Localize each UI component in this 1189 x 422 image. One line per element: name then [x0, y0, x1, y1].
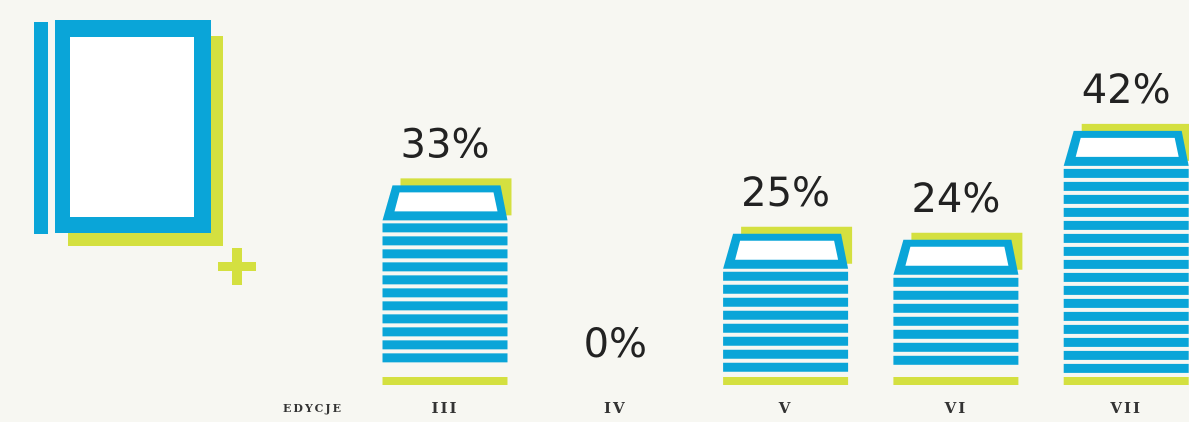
book — [382, 275, 508, 285]
book — [1063, 363, 1189, 373]
book — [723, 349, 849, 359]
book — [382, 353, 508, 363]
book — [1063, 233, 1189, 243]
book — [893, 355, 1019, 365]
book — [723, 362, 849, 372]
book-stack — [723, 226, 853, 385]
book — [382, 301, 508, 311]
book — [723, 271, 849, 281]
book — [723, 323, 849, 333]
x-tick-label: V — [778, 399, 793, 417]
book — [382, 288, 508, 298]
stack-base — [382, 377, 508, 385]
book — [382, 340, 508, 350]
book — [893, 316, 1019, 326]
icon-spine — [34, 22, 48, 234]
stack-base — [1063, 377, 1189, 385]
book — [382, 262, 508, 272]
book — [1063, 207, 1189, 217]
book — [723, 297, 849, 307]
value-label: 33% — [401, 121, 490, 167]
book — [1063, 246, 1189, 256]
cover-page — [905, 246, 1009, 266]
book — [1063, 337, 1189, 347]
cover-page — [1075, 137, 1179, 157]
x-tick-label: III — [431, 399, 458, 417]
book — [1063, 181, 1189, 191]
book — [723, 284, 849, 294]
book-stack — [382, 178, 512, 385]
cover-page — [735, 240, 839, 260]
book — [1063, 311, 1189, 321]
cover-page — [394, 192, 498, 212]
book-icon — [34, 20, 256, 285]
x-axis-label: EDYCJE — [283, 402, 343, 415]
book — [1063, 350, 1189, 360]
book — [382, 327, 508, 337]
book — [893, 342, 1019, 352]
book-stack — [1063, 123, 1189, 385]
value-label: 0% — [584, 321, 647, 367]
book — [893, 277, 1019, 287]
book — [1063, 272, 1189, 282]
book — [893, 329, 1019, 339]
book — [1063, 298, 1189, 308]
book — [1063, 194, 1189, 204]
value-label: 42% — [1082, 67, 1171, 113]
book — [893, 290, 1019, 300]
book — [1063, 285, 1189, 295]
book — [723, 310, 849, 320]
icon-page — [70, 37, 194, 217]
book — [723, 336, 849, 346]
plus-v — [232, 248, 242, 285]
book-stack — [893, 232, 1023, 385]
stack-base — [893, 377, 1019, 385]
value-label: 24% — [911, 176, 1000, 222]
book — [1063, 324, 1189, 334]
book — [382, 236, 508, 246]
x-tick-label: IV — [604, 399, 627, 417]
book — [1063, 168, 1189, 178]
book — [382, 249, 508, 259]
book — [382, 223, 508, 233]
value-label: 25% — [741, 170, 830, 216]
stack-base — [723, 377, 849, 385]
book — [893, 303, 1019, 313]
book — [1063, 220, 1189, 230]
x-tick-label: VII — [1109, 399, 1142, 417]
book — [1063, 259, 1189, 269]
x-tick-label: VI — [944, 399, 968, 417]
book — [382, 314, 508, 324]
